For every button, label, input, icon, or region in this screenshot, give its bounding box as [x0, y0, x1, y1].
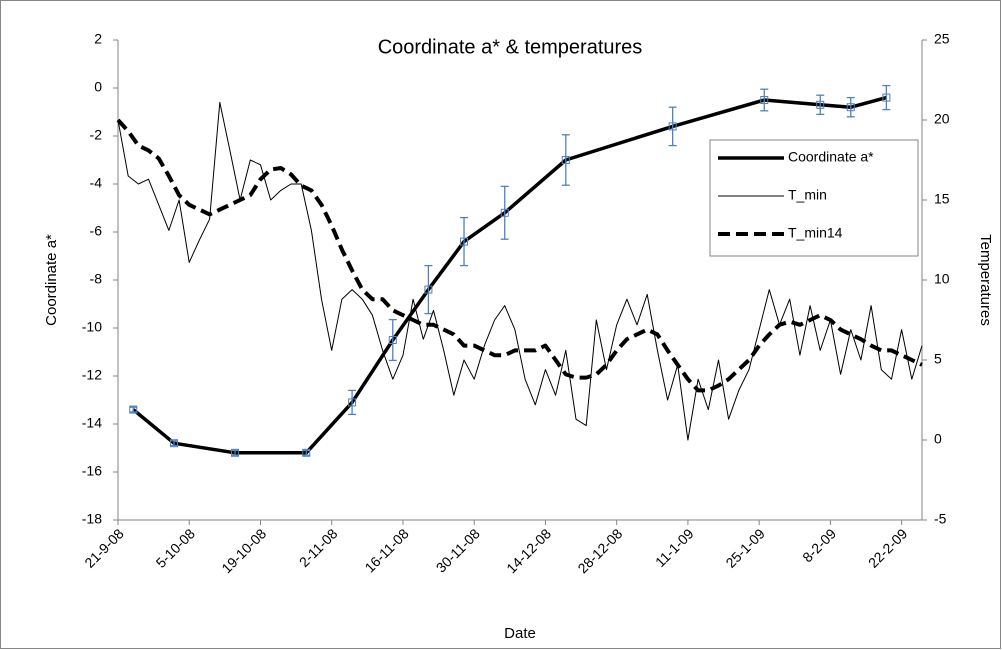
- y-tick-label: -10: [82, 319, 102, 335]
- legend-label: Coordinate a*: [788, 149, 874, 165]
- data-point: [302, 448, 311, 457]
- data-point: [882, 93, 891, 102]
- y2-tick-label: 0: [934, 431, 942, 447]
- series-line: [117, 101, 923, 441]
- y2-tick-label: 20: [934, 111, 950, 127]
- legend-label: T_min: [788, 187, 827, 203]
- error-bar: [388, 318, 397, 362]
- error-bar: [500, 185, 509, 240]
- data-point: [424, 285, 433, 294]
- y2-tick-label: 10: [934, 271, 950, 287]
- data-point: [846, 103, 855, 112]
- y-tick-label: -14: [82, 415, 102, 431]
- data-point: [460, 237, 469, 246]
- data-point: [231, 448, 240, 457]
- data-point: [348, 398, 357, 407]
- error-bar: [816, 94, 825, 116]
- data-point: [561, 156, 570, 164]
- y-tick-label: -16: [82, 463, 102, 479]
- y-tick-label: 2: [94, 31, 102, 47]
- error-bar: [129, 406, 138, 413]
- y-tick-label: -8: [90, 271, 103, 287]
- data-point: [760, 96, 769, 104]
- error-bar: [561, 134, 570, 186]
- data-point: [500, 208, 509, 217]
- error-bar: [846, 96, 855, 118]
- error-bar: [882, 84, 891, 111]
- data-point: [816, 100, 825, 109]
- legend-label: T_min14: [788, 225, 843, 241]
- y2-tick-label: 15: [934, 191, 950, 207]
- error-bar: [460, 216, 469, 267]
- data-point: [169, 439, 178, 448]
- y-tick-label: -12: [82, 367, 102, 383]
- y-tick-label: -4: [90, 175, 103, 191]
- y2-axis-label: Temperatures: [977, 234, 994, 326]
- y-tick-label: 0: [94, 79, 102, 95]
- x-axis-label: Date: [504, 625, 536, 642]
- y2-tick-label: 25: [934, 31, 950, 47]
- y-tick-label: -2: [90, 127, 103, 143]
- y2-tick-label: 5: [934, 351, 942, 367]
- y-axis-label: Coordinate a*: [43, 234, 60, 326]
- error-bar: [424, 264, 433, 315]
- error-bar: [231, 449, 240, 456]
- data-point: [388, 336, 397, 344]
- y-tick-label: -18: [82, 511, 102, 527]
- error-bar: [302, 449, 311, 456]
- error-bar: [760, 88, 769, 112]
- chart-title: Coordinate a* & temperatures: [378, 36, 643, 58]
- data-point: [668, 122, 677, 131]
- error-bar: [169, 440, 178, 447]
- y2-tick-label: -5: [934, 511, 947, 527]
- error-bar: [668, 106, 677, 147]
- y-tick-label: -6: [90, 223, 103, 239]
- series-line: [116, 118, 923, 393]
- error-bar: [348, 389, 357, 416]
- data-point: [129, 405, 138, 414]
